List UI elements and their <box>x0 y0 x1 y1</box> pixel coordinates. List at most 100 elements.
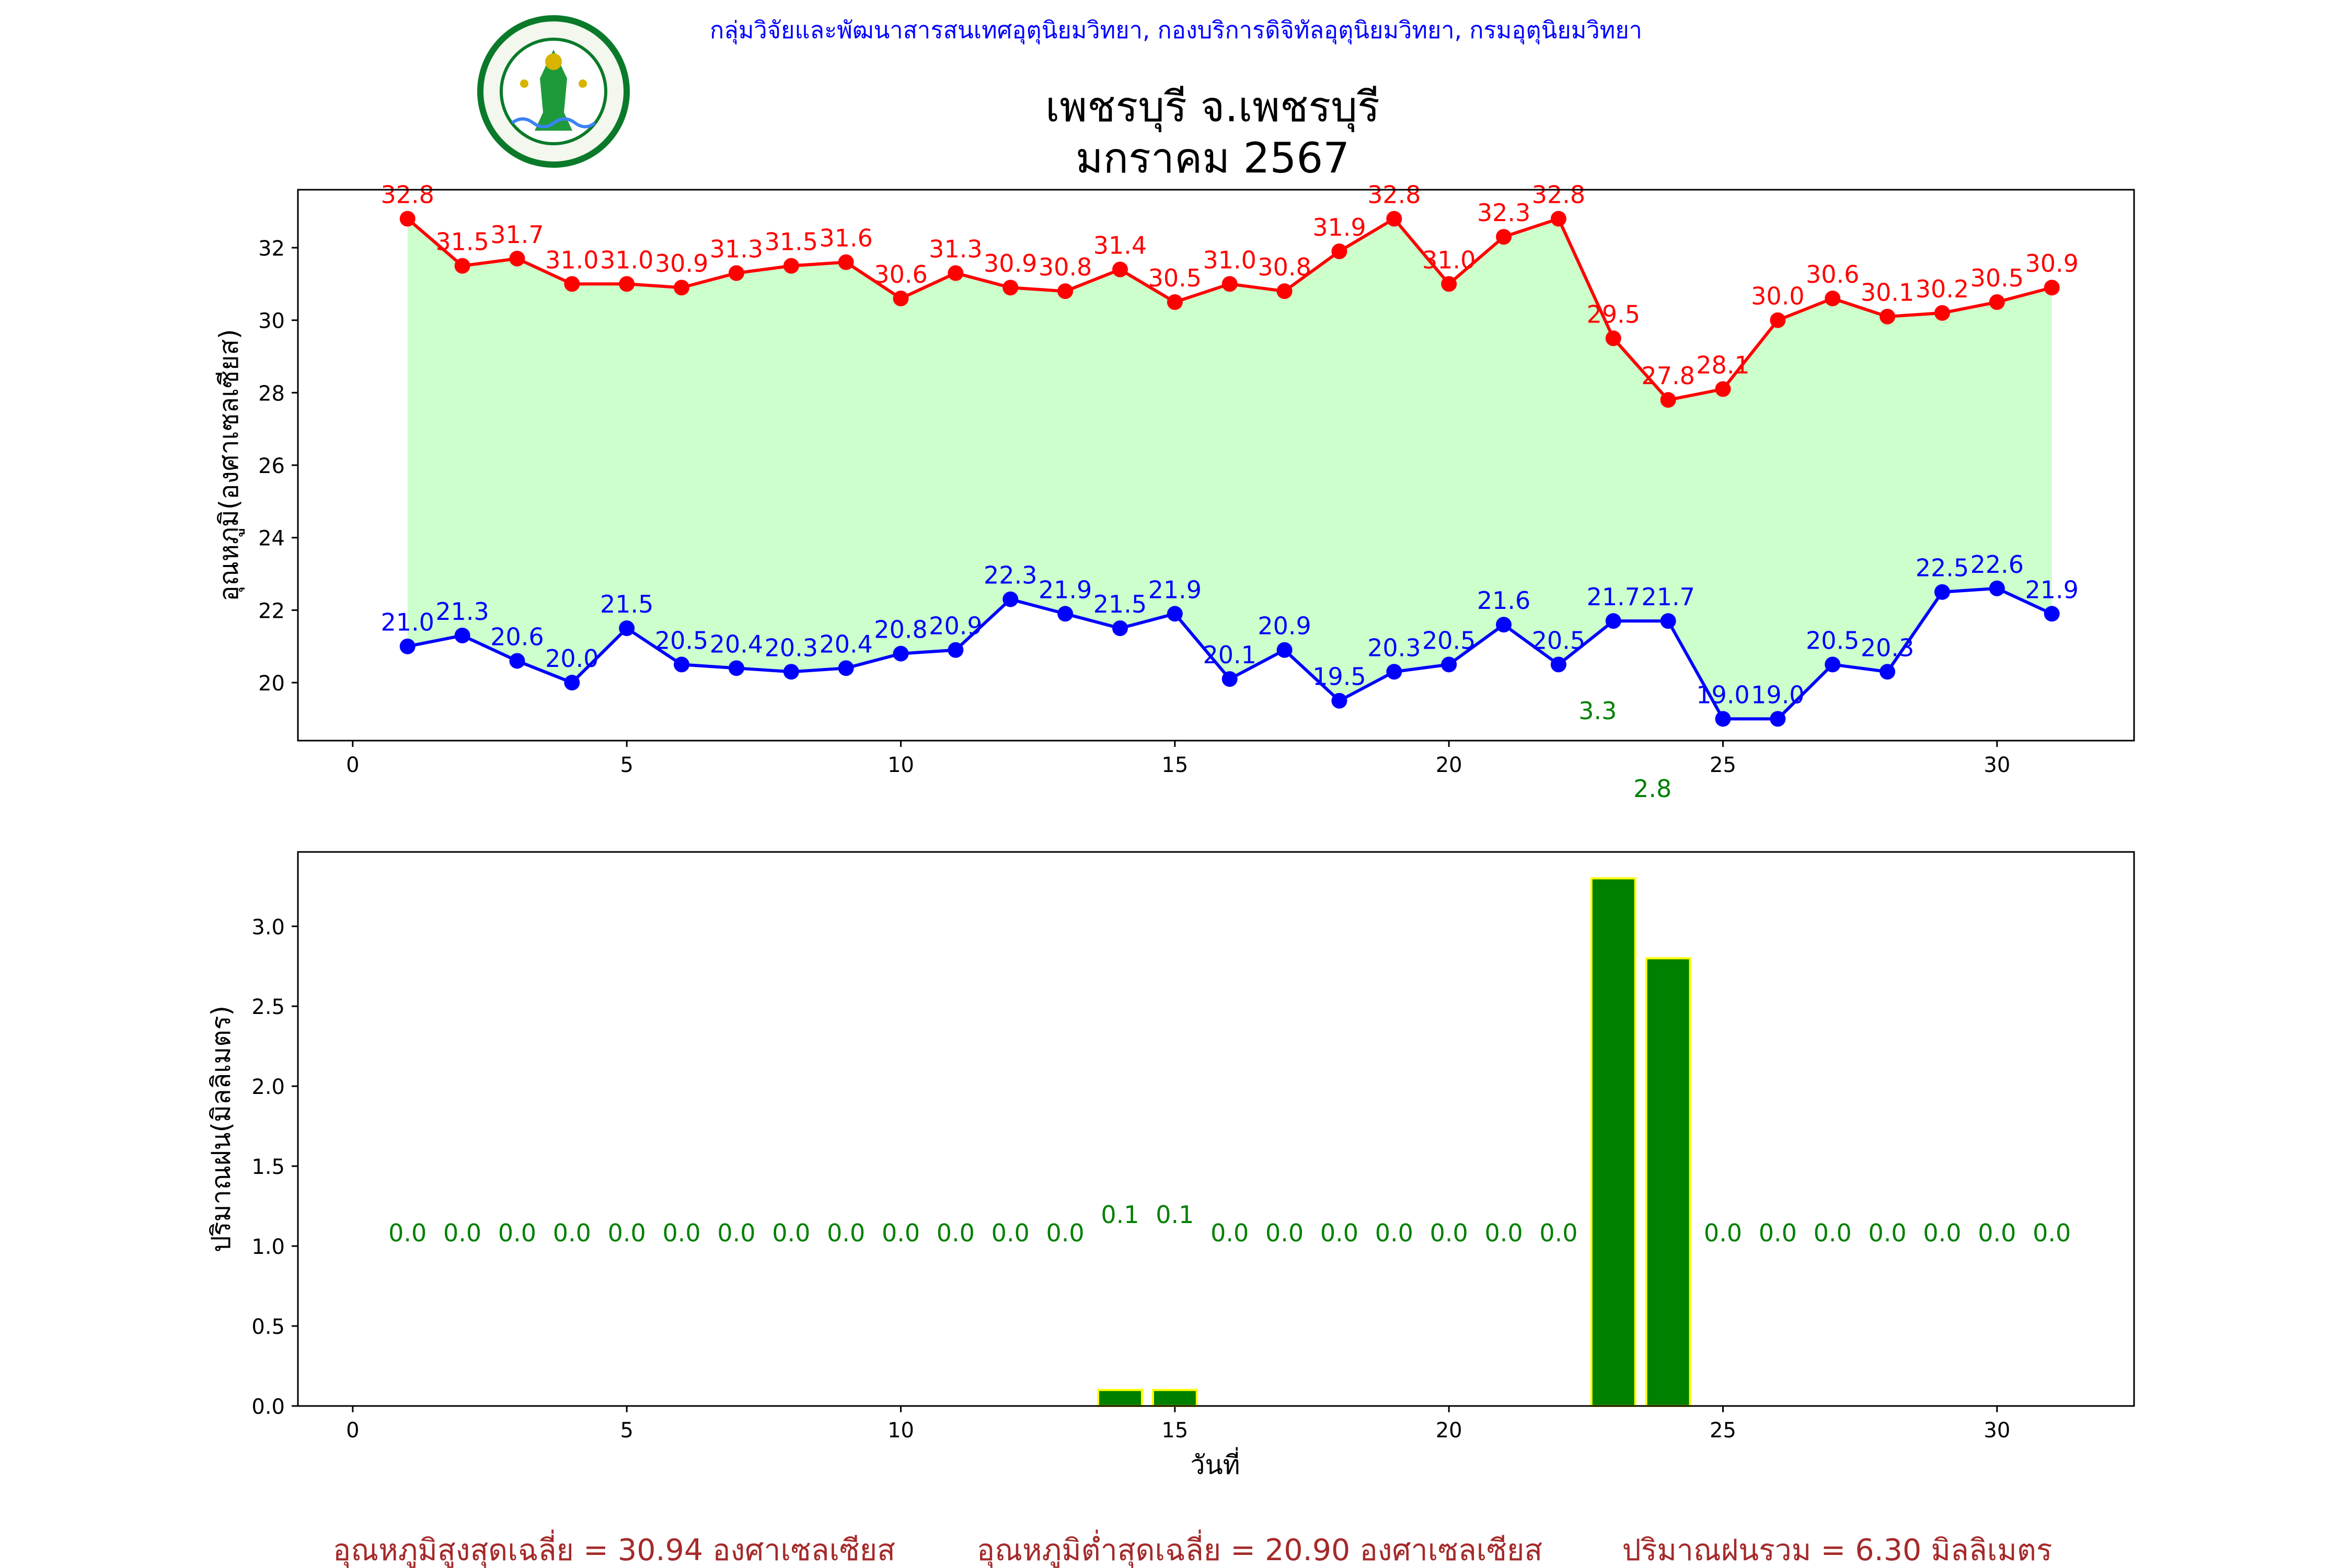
y-tick-label: 3.0 <box>251 915 285 939</box>
tmax-point <box>674 280 690 296</box>
x-tick-label: 10 <box>887 753 914 777</box>
rain-bar <box>1590 877 1636 1407</box>
tmax-point <box>1221 276 1238 292</box>
tmin-point <box>1221 671 1238 687</box>
rain-bar <box>1645 957 1691 1407</box>
rain-value-label: 0.1 <box>1101 1201 1139 1229</box>
rain-value-label: 0.0 <box>1320 1219 1358 1247</box>
rain-value-label: 0.0 <box>1869 1219 1907 1247</box>
rain-value-label: 0.0 <box>827 1219 865 1247</box>
org-line: กลุ่มวิจัยและพัฒนาสารสนเทศอุตุนิยมวิทยา,… <box>710 16 1642 44</box>
tmax-point <box>509 250 525 267</box>
y-tick-label: 28 <box>258 382 285 406</box>
rain-value-label: 0.0 <box>1484 1219 1523 1247</box>
tmin-value-label: 20.1 <box>1203 641 1256 669</box>
x-tick-label: 10 <box>887 1419 914 1443</box>
x-tick-label: 0 <box>346 1419 359 1443</box>
tmax-point <box>1660 392 1676 408</box>
rain-value-label: 0.0 <box>608 1219 646 1247</box>
rain-value-label: 0.0 <box>1430 1219 1468 1247</box>
tmax-value-label: 31.3 <box>710 235 763 263</box>
chart-title-station: เพชรบุรี จ.เพชรบุรี <box>1045 83 1380 132</box>
tmin-point <box>838 660 854 676</box>
rain-annotations: 3.3 2.8 <box>1578 697 1671 803</box>
rainfall-chart: 0.00.51.01.52.02.53.0 0 5 10 15 20 25 30 0.0 0.… <box>206 851 2135 1480</box>
tmax-value-label: 31.4 <box>1093 232 1147 260</box>
tmin-value-label: 22.6 <box>1970 550 2024 579</box>
tmax-point <box>1989 294 2005 310</box>
tmin-point <box>564 675 580 691</box>
x-tick-label: 5 <box>620 1419 633 1443</box>
tmin-value-label: 20.3 <box>765 633 818 662</box>
rain-bar <box>1151 1389 1198 1408</box>
x-tick-label: 15 <box>1161 753 1188 777</box>
y-tick-label: 20 <box>258 672 285 696</box>
rain-value-label: 0.0 <box>443 1219 481 1247</box>
tmax-value-label: 31.0 <box>545 246 598 274</box>
tmax-point <box>1002 280 1019 296</box>
tmax-value-label: 32.8 <box>1532 180 1585 209</box>
tmin-point <box>948 642 964 658</box>
tmax-point <box>728 265 744 281</box>
y-tick-label: 26 <box>258 454 285 478</box>
avg-max-temp-summary: อุณหภูมิสูงสุดเฉลี่ย = 30.94 องศาเซลเซีย… <box>333 1529 895 1568</box>
tmax-value-label: 31.9 <box>1312 213 1366 241</box>
y-tick-label: 30 <box>258 309 285 333</box>
tmax-value-label: 31.6 <box>819 224 872 252</box>
tmin-point <box>1496 617 1512 633</box>
tmin-point <box>1989 580 2005 596</box>
tmin-point <box>1880 664 1896 680</box>
tmin-point <box>1770 711 1786 727</box>
rain-value-label: 0.0 <box>1210 1219 1249 1247</box>
rain-value-label: 0.0 <box>1814 1219 1852 1247</box>
tmin-point <box>674 656 690 673</box>
tmax-value-label: 30.6 <box>874 260 927 289</box>
tmax-point <box>1167 294 1183 310</box>
tmax-point <box>783 258 799 274</box>
tmax-point <box>1934 305 1950 321</box>
tmax-value-label: 30.9 <box>2025 249 2078 278</box>
rain-value-label: 0.0 <box>991 1219 1030 1247</box>
rain-value-label: 0.0 <box>2033 1219 2071 1247</box>
tmin-point <box>893 645 909 662</box>
tmax-value-label: 30.9 <box>984 249 1037 278</box>
tmin-value-label: 22.3 <box>984 561 1037 590</box>
rain-value-label: 0.0 <box>388 1219 426 1247</box>
tmin-value-label: 20.9 <box>1258 612 1311 640</box>
tmax-value-label: 31.0 <box>1422 246 1475 274</box>
tmin-value-label: 20.4 <box>710 630 763 658</box>
tmax-point <box>1331 243 1347 259</box>
y-tick-label: 32 <box>258 237 285 261</box>
x-tick-label: 25 <box>1710 1419 1736 1443</box>
rain-value-label: 0.0 <box>1759 1219 1797 1247</box>
tmin-point <box>1715 711 1731 727</box>
rainfall-bars <box>1097 877 1691 1408</box>
tmax-point <box>1715 381 1731 397</box>
y-tick-label: 22 <box>258 599 285 623</box>
tmax-point <box>893 291 909 307</box>
temperature-plot-frame <box>297 189 2135 742</box>
tmin-point <box>1934 584 1950 600</box>
tmin-point <box>1386 664 1402 680</box>
rain-value-label: 0.0 <box>882 1219 920 1247</box>
rain-bar <box>1097 1389 1143 1408</box>
tmin-point <box>509 653 525 669</box>
tmin-value-label: 21.5 <box>600 590 653 618</box>
y-tick-label: 1.0 <box>251 1235 285 1259</box>
rainfall-y-label: ปริมาณฝน(มิลลิเมตร) <box>206 1006 236 1252</box>
y-tick-label: 24 <box>258 527 285 551</box>
rain-value-label: 0.0 <box>1923 1219 1961 1247</box>
tmax-point <box>1441 276 1457 292</box>
tmax-value-label: 32.3 <box>1477 199 1530 227</box>
tmax-points <box>399 211 2060 408</box>
tmax-point <box>564 276 580 292</box>
rain-value-label: 0.1 <box>1156 1201 1194 1229</box>
tmin-point <box>1605 613 1621 629</box>
tmax-value-label: 30.0 <box>1751 282 1804 310</box>
tmax-point <box>1550 211 1566 227</box>
temperature-y-axis: 20 22 24 26 28 30 32 <box>258 237 298 696</box>
tmin-point <box>1002 591 1019 607</box>
rain-value-label: 0.0 <box>1375 1219 1413 1247</box>
tmin-value-label: 20.3 <box>1861 633 1914 662</box>
